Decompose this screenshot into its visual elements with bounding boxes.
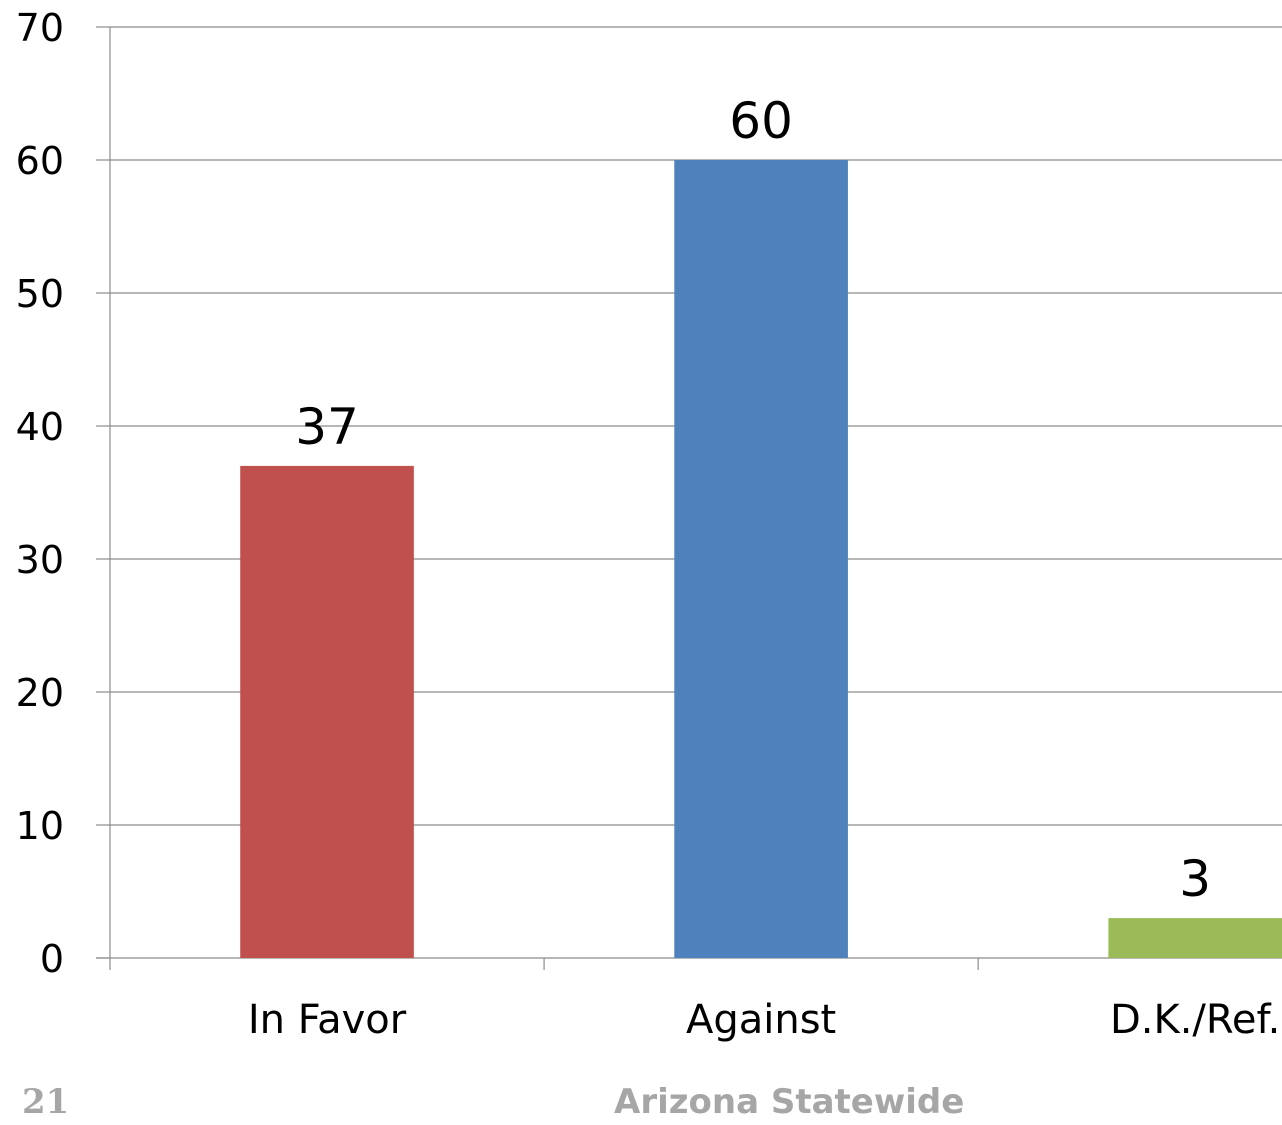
y-tick-label: 10 [16,804,64,848]
data-label: 37 [295,398,359,456]
y-tick-label: 50 [16,272,64,316]
bar-d-k-ref [1108,918,1282,958]
x-tick-label: D.K./Ref. [1110,997,1280,1043]
y-tick-label: 70 [16,6,64,50]
x-tick-label: In Favor [248,997,407,1043]
data-label: 60 [729,92,793,150]
y-tick-label: 30 [16,538,64,582]
footer-title: Arizona Statewide [614,1082,965,1122]
bar-in-favor [240,465,414,958]
x-tick-label: Against [686,997,836,1043]
page-number: 21 [22,1082,70,1122]
labels: 37 In Favor 60 Against 3 D.K./Ref. [248,92,1281,1043]
data-label: 3 [1179,850,1211,908]
y-tick-label: 0 [40,937,64,981]
axes: 0 10 20 30 40 50 60 70 [16,6,1282,981]
bars [240,160,1282,958]
y-tick-label: 40 [16,405,64,449]
y-tick-label: 60 [16,139,64,183]
bar-against [674,160,848,958]
y-tick-label: 20 [16,671,64,715]
